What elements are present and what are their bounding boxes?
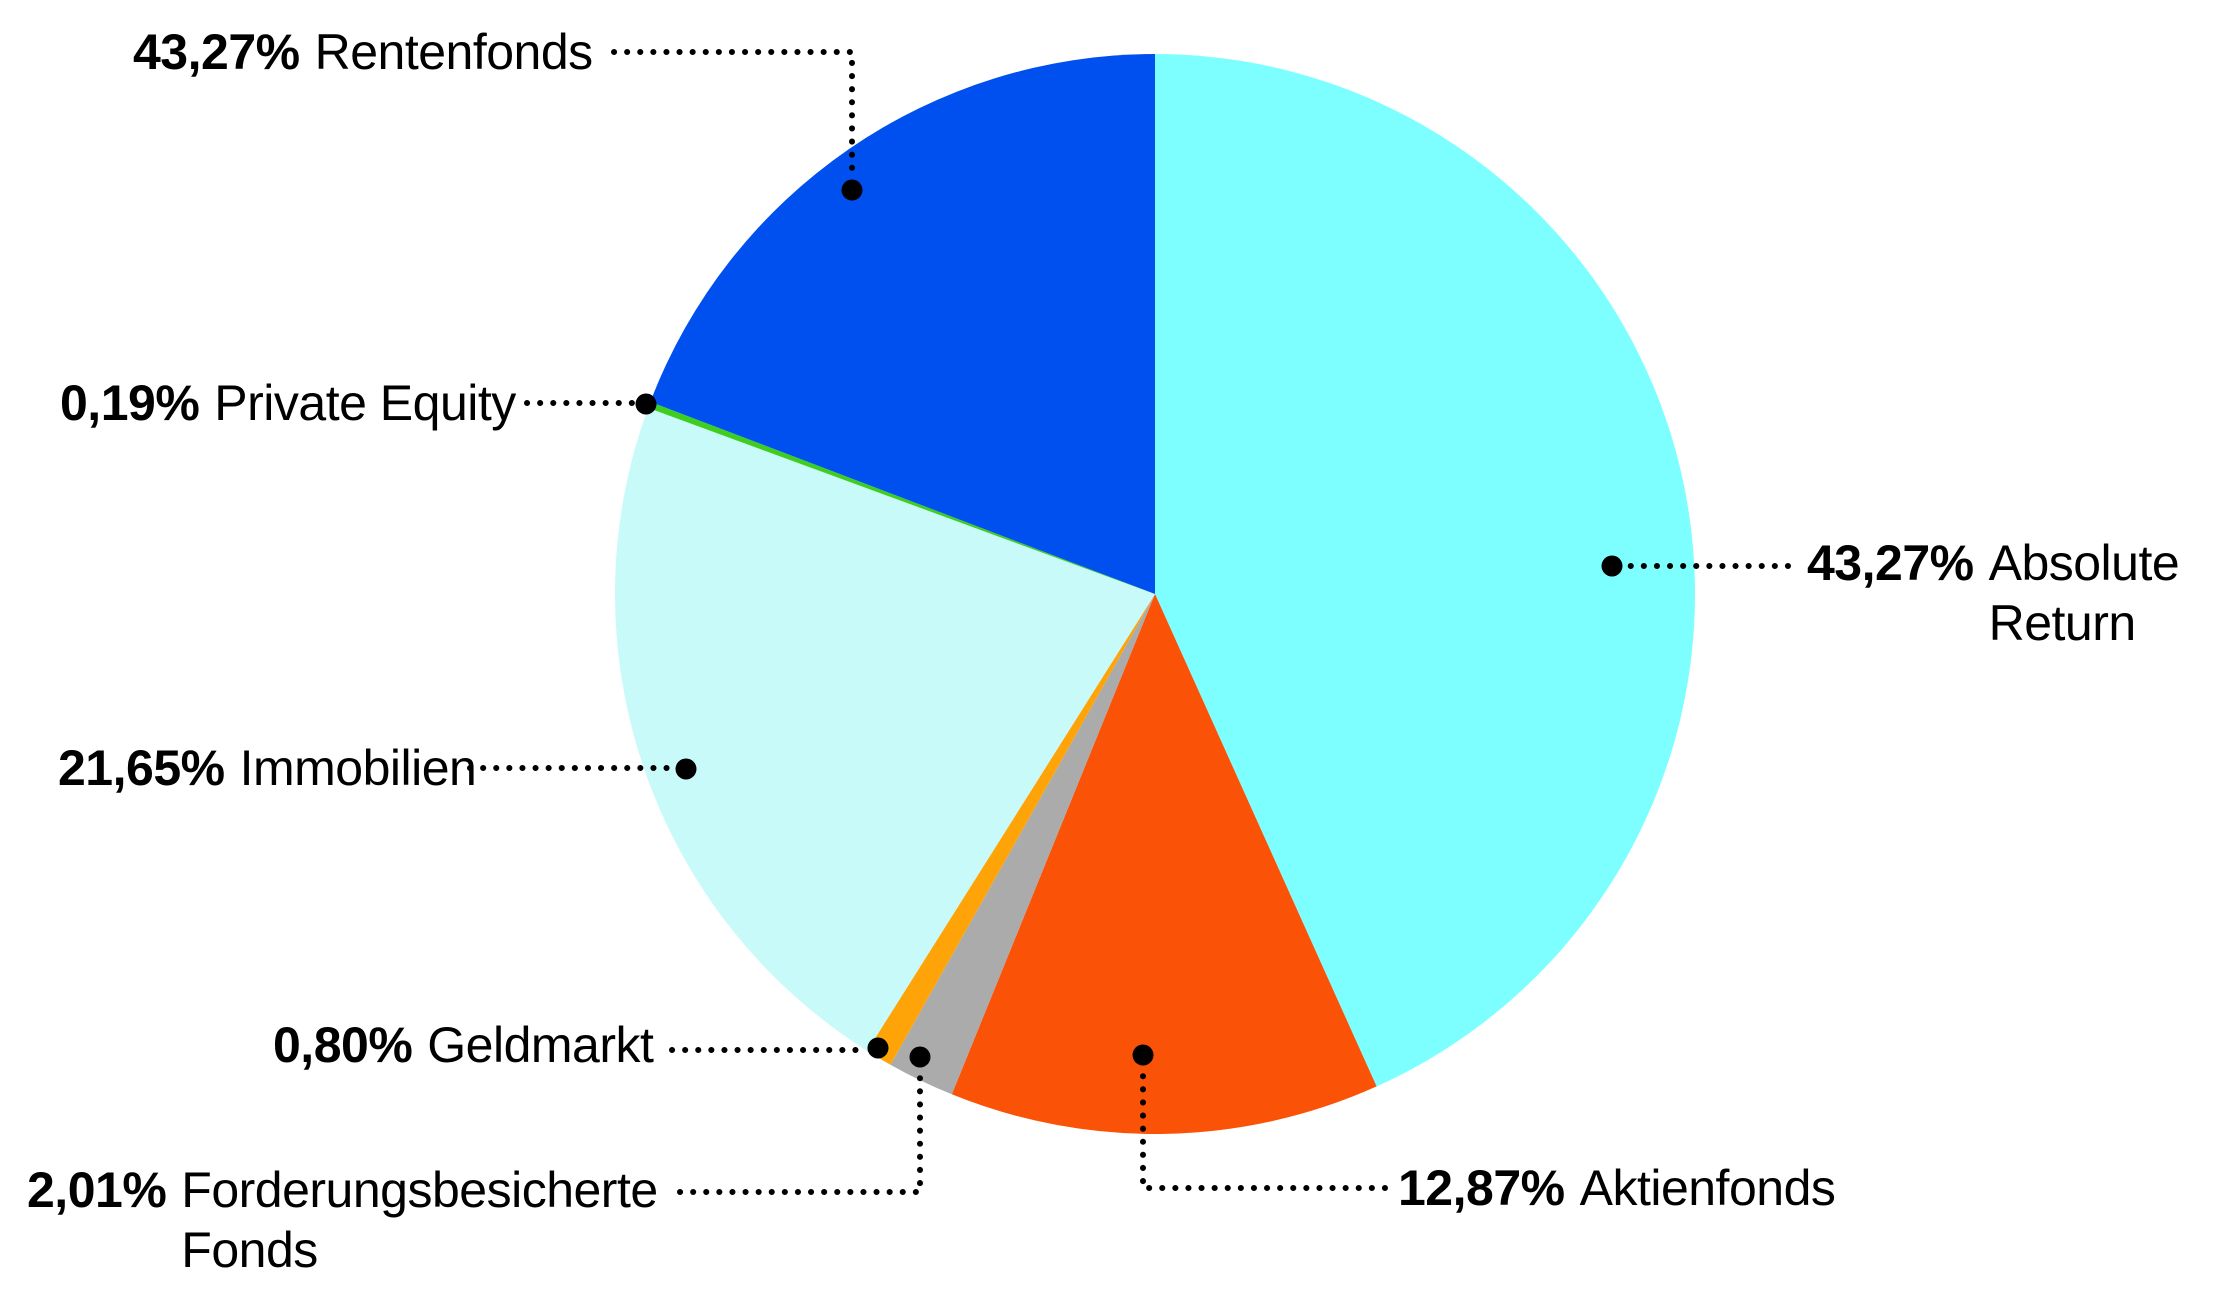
slice-label-geldmarkt: 0,80% Geldmarkt xyxy=(273,1015,654,1075)
pie-slice-rentenfonds xyxy=(650,54,1155,594)
slice-label-forderungsbesicherte-fonds: 2,01% Forderungsbesicherte Fonds xyxy=(27,1160,681,1280)
slice-label-absolute-return: 43,27% Absolute Return xyxy=(1807,533,2204,653)
slice-percent-value: 0,80% xyxy=(273,1017,413,1073)
slice-label-immobilien: 21,65% Immobilien xyxy=(58,738,477,798)
slice-label-rentenfonds: 43,27% Rentenfonds xyxy=(133,22,593,82)
slice-category-name: Immobilien xyxy=(239,740,477,796)
leader-line-rentenfonds xyxy=(611,49,855,179)
slice-percent-value: 21,65% xyxy=(58,740,225,796)
slice-percent-value: 0,19% xyxy=(60,375,200,431)
leader-dot-immobilien xyxy=(675,758,697,780)
leader-dot-forderungsbesicherte-fonds xyxy=(909,1046,931,1068)
leader-dot-geldmarkt xyxy=(867,1037,889,1059)
leader-dot-rentenfonds xyxy=(841,179,863,201)
pie-slice-forderungsbesicherte-fonds xyxy=(890,594,1155,1095)
pie-slice-geldmarkt xyxy=(867,594,1155,1065)
slice-percent-value: 2,01% xyxy=(27,1162,167,1218)
slice-category-name: Forderungsbesicherte Fonds xyxy=(181,1162,658,1278)
slice-percent-value: 43,27% xyxy=(133,24,300,80)
slice-category-name: Aktienfonds xyxy=(1579,1160,1836,1216)
slice-category-name: Rentenfonds xyxy=(314,24,594,80)
pie-slice-absolute-return xyxy=(1155,54,1695,1087)
slice-category-name: Geldmarkt xyxy=(427,1017,654,1073)
pie-slice-immobilien xyxy=(615,407,1155,1051)
leader-dot-private-equity xyxy=(635,393,657,415)
slice-label-aktienfonds: 12,87% Aktienfonds xyxy=(1398,1158,1836,1218)
slice-label-private-equity: 0,19% Private Equity xyxy=(60,373,516,433)
slice-category-name: Private Equity xyxy=(214,375,516,431)
slice-category-name: Absolute Return xyxy=(1988,535,2180,651)
slice-percent-value: 12,87% xyxy=(1398,1160,1565,1216)
pie-slice-private-equity xyxy=(648,401,1155,594)
leader-line-forderungsbesicherte-fonds xyxy=(677,1067,923,1195)
leader-line-aktienfonds xyxy=(1140,1065,1388,1191)
leader-dot-absolute-return xyxy=(1601,555,1623,577)
slice-percent-value: 43,27% xyxy=(1807,535,1974,591)
leader-dot-aktienfonds xyxy=(1132,1044,1154,1066)
pie-slice-aktienfonds xyxy=(951,594,1377,1134)
